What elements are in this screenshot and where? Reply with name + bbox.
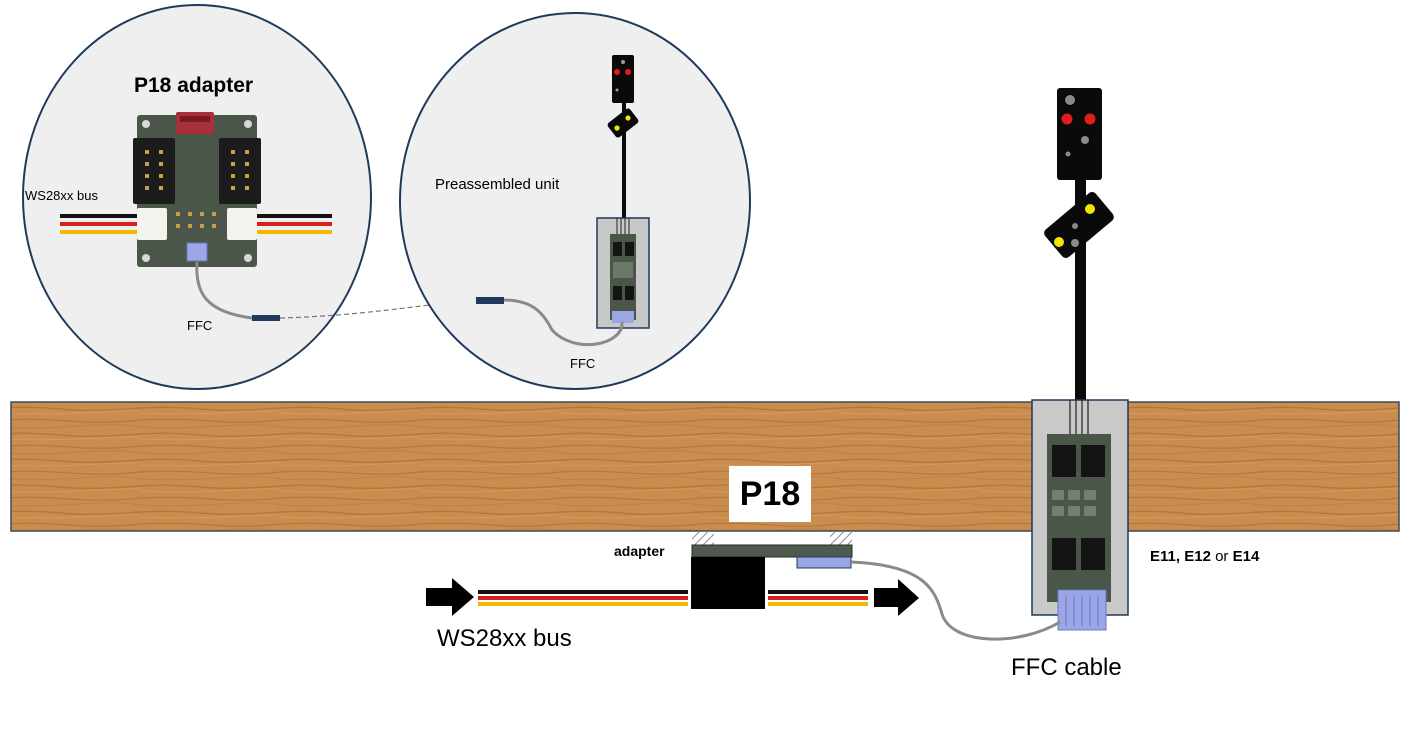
ws28xx-bus-wires-left xyxy=(60,214,140,234)
decoder-e14: E14 xyxy=(1232,548,1260,565)
preassembled-unit-label: Preassembled unit xyxy=(435,176,560,193)
ffc-cable-left xyxy=(195,261,253,320)
ws28xx-bus-wires-bottom-left xyxy=(478,590,688,606)
arrow-right-icon xyxy=(874,579,919,616)
wooden-board xyxy=(10,401,1400,532)
ffc-connector-middle xyxy=(476,297,504,304)
ffc-link-dashed xyxy=(279,299,477,319)
adapter-label: adapter xyxy=(614,543,665,559)
ffc-connector-left xyxy=(252,315,280,321)
p18-adapter-detail-circle xyxy=(22,4,372,390)
ws28xx-bus-label-small: WS28xx bus xyxy=(25,188,98,203)
arrow-right-icon xyxy=(426,578,474,616)
p18-adapter-mounted xyxy=(691,532,853,609)
decoder-e12: E12 xyxy=(1184,548,1211,565)
preassembled-decoder xyxy=(596,217,650,329)
ffc-label-middle: FFC xyxy=(570,356,596,371)
p18-adapter-title: P18 adapter xyxy=(134,74,254,97)
ffc-cable-bottom xyxy=(850,560,1061,641)
large-signal xyxy=(1044,88,1114,402)
ws28xx-bus-wires-right xyxy=(256,214,332,234)
decoder-types-label: E11, E12 or E14 xyxy=(1150,548,1259,565)
ffc-cable-middle xyxy=(502,298,624,346)
small-signal xyxy=(607,55,639,218)
ws28xx-bus-label-large: WS28xx bus xyxy=(437,625,572,652)
p18-adapter-board xyxy=(133,112,261,267)
ffc-label-left: FFC xyxy=(187,318,213,333)
p18-box-label: P18 xyxy=(729,466,811,522)
ws28xx-bus-wires-bottom-right xyxy=(768,590,868,606)
decoder-sep: , xyxy=(1175,548,1185,565)
decoder-or: or xyxy=(1210,548,1233,565)
decoder-e11: E11 xyxy=(1150,548,1176,565)
preassembled-unit-circle xyxy=(399,12,751,390)
ffc-cable-label: FFC cable xyxy=(1011,654,1122,681)
signal-decoder xyxy=(1031,399,1129,631)
